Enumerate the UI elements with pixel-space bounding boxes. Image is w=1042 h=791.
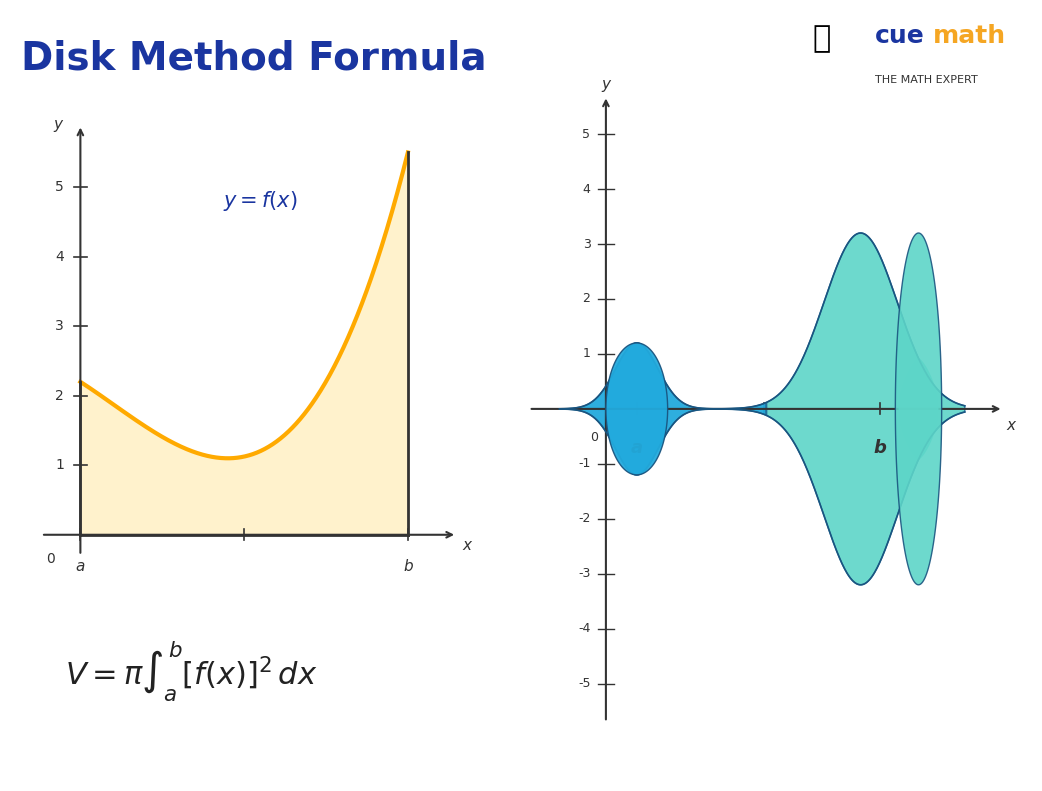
Text: -2: -2 <box>578 513 591 525</box>
Text: 3: 3 <box>55 320 64 333</box>
Text: b: b <box>403 559 413 574</box>
Text: cue: cue <box>875 24 925 47</box>
Text: -4: -4 <box>578 623 591 635</box>
Text: 0: 0 <box>591 431 598 444</box>
Text: b: b <box>873 439 887 457</box>
Text: 5: 5 <box>582 127 591 141</box>
Text: a: a <box>630 439 643 457</box>
Text: -5: -5 <box>578 677 591 691</box>
Text: 0: 0 <box>47 552 55 566</box>
Text: Disk Method Formula: Disk Method Formula <box>21 40 487 78</box>
Text: 3: 3 <box>582 237 591 251</box>
Text: 2: 2 <box>55 388 64 403</box>
Text: -1: -1 <box>578 457 591 471</box>
Polygon shape <box>895 233 942 585</box>
Text: 1: 1 <box>582 347 591 361</box>
Text: a: a <box>76 559 85 574</box>
Text: 2: 2 <box>582 293 591 305</box>
Text: 4: 4 <box>582 183 591 195</box>
Text: $V = \pi\int_a^b [f(x)]^2\, dx$: $V = \pi\int_a^b [f(x)]^2\, dx$ <box>66 640 318 705</box>
Polygon shape <box>767 233 965 585</box>
Text: 🚀: 🚀 <box>813 24 832 53</box>
Text: $y = f(x)$: $y = f(x)$ <box>223 189 298 213</box>
Text: math: math <box>933 24 1006 47</box>
Polygon shape <box>899 358 938 460</box>
Text: 5: 5 <box>55 180 64 195</box>
Polygon shape <box>560 343 766 475</box>
Text: -3: -3 <box>578 567 591 581</box>
Polygon shape <box>605 343 668 475</box>
Text: x: x <box>463 538 471 553</box>
Text: x: x <box>1007 418 1016 433</box>
Text: y: y <box>53 117 61 132</box>
Text: 1: 1 <box>55 458 64 472</box>
Text: 4: 4 <box>55 250 64 263</box>
Text: THE MATH EXPERT: THE MATH EXPERT <box>875 75 978 85</box>
Text: y: y <box>601 77 611 92</box>
